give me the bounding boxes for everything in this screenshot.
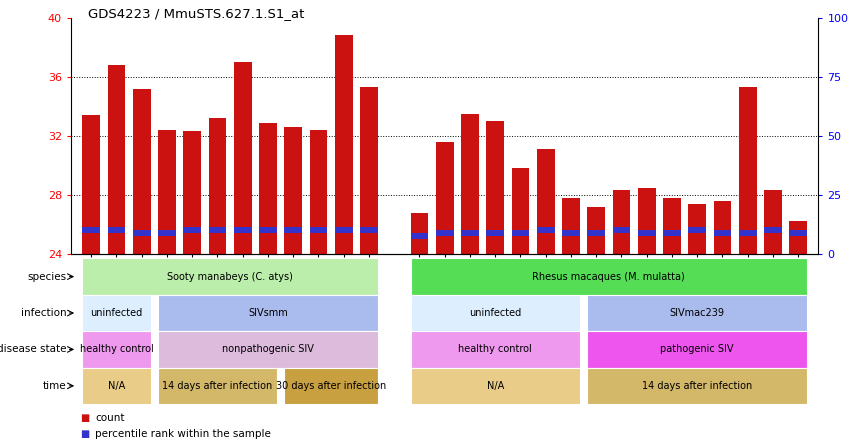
- Bar: [537, 149, 554, 254]
- Bar: [562, 230, 579, 236]
- Text: count: count: [95, 413, 125, 423]
- Text: time: time: [43, 381, 67, 391]
- Text: uninfected: uninfected: [90, 308, 143, 318]
- Bar: [234, 62, 251, 254]
- Text: disease state: disease state: [0, 345, 67, 354]
- Bar: [638, 187, 656, 254]
- Bar: [764, 190, 782, 254]
- Bar: [512, 230, 529, 236]
- Bar: [360, 226, 378, 233]
- Bar: [360, 87, 378, 254]
- Text: Rhesus macaques (M. mulatta): Rhesus macaques (M. mulatta): [533, 272, 685, 281]
- Bar: [487, 121, 504, 254]
- Text: N/A: N/A: [487, 381, 504, 391]
- Text: pathogenic SIV: pathogenic SIV: [661, 345, 734, 354]
- Bar: [209, 226, 226, 233]
- Text: GDS4223 / MmuSTS.627.1.S1_at: GDS4223 / MmuSTS.627.1.S1_at: [88, 7, 305, 20]
- Bar: [259, 123, 277, 254]
- Bar: [612, 226, 630, 233]
- Text: SIVmac239: SIVmac239: [669, 308, 725, 318]
- Bar: [310, 130, 327, 254]
- Bar: [209, 118, 226, 254]
- Text: N/A: N/A: [108, 381, 125, 391]
- Text: SIVsmm: SIVsmm: [248, 308, 288, 318]
- Text: uninfected: uninfected: [469, 308, 521, 318]
- Bar: [107, 226, 126, 233]
- Bar: [234, 226, 251, 233]
- Bar: [789, 222, 807, 254]
- Bar: [714, 230, 731, 236]
- Bar: [335, 36, 352, 254]
- Bar: [184, 131, 201, 254]
- Bar: [107, 65, 126, 254]
- Bar: [638, 230, 656, 236]
- Bar: [688, 204, 706, 254]
- Text: nonpathogenic SIV: nonpathogenic SIV: [222, 345, 313, 354]
- Bar: [259, 226, 277, 233]
- Bar: [410, 233, 429, 239]
- Text: 30 days after infection: 30 days after infection: [276, 381, 386, 391]
- Bar: [158, 130, 176, 254]
- Bar: [587, 230, 605, 236]
- Bar: [436, 142, 454, 254]
- Text: healthy control: healthy control: [458, 345, 532, 354]
- Text: ■: ■: [80, 429, 89, 439]
- Bar: [537, 226, 554, 233]
- Bar: [587, 207, 605, 254]
- Text: Sooty manabeys (C. atys): Sooty manabeys (C. atys): [167, 272, 293, 281]
- Bar: [284, 226, 302, 233]
- Bar: [132, 230, 151, 236]
- Bar: [158, 230, 176, 236]
- Bar: [284, 127, 302, 254]
- Bar: [739, 87, 757, 254]
- Bar: [461, 230, 479, 236]
- Bar: [688, 226, 706, 233]
- Bar: [132, 89, 151, 254]
- Bar: [436, 230, 454, 236]
- Text: 14 days after infection: 14 days after infection: [162, 381, 273, 391]
- Text: healthy control: healthy control: [80, 345, 153, 354]
- Bar: [310, 226, 327, 233]
- Text: percentile rank within the sample: percentile rank within the sample: [95, 429, 271, 439]
- Text: 14 days after infection: 14 days after infection: [642, 381, 753, 391]
- Bar: [789, 230, 807, 236]
- Bar: [739, 230, 757, 236]
- Bar: [764, 226, 782, 233]
- Text: species: species: [28, 272, 67, 281]
- Bar: [335, 226, 352, 233]
- Text: ■: ■: [80, 413, 89, 423]
- Bar: [82, 226, 100, 233]
- Bar: [461, 114, 479, 254]
- Text: infection: infection: [21, 308, 67, 318]
- Bar: [82, 115, 100, 254]
- Bar: [663, 230, 681, 236]
- Bar: [410, 213, 429, 254]
- Bar: [512, 168, 529, 254]
- Bar: [487, 230, 504, 236]
- Bar: [663, 198, 681, 254]
- Bar: [612, 190, 630, 254]
- Bar: [714, 201, 731, 254]
- Bar: [184, 226, 201, 233]
- Bar: [562, 198, 579, 254]
